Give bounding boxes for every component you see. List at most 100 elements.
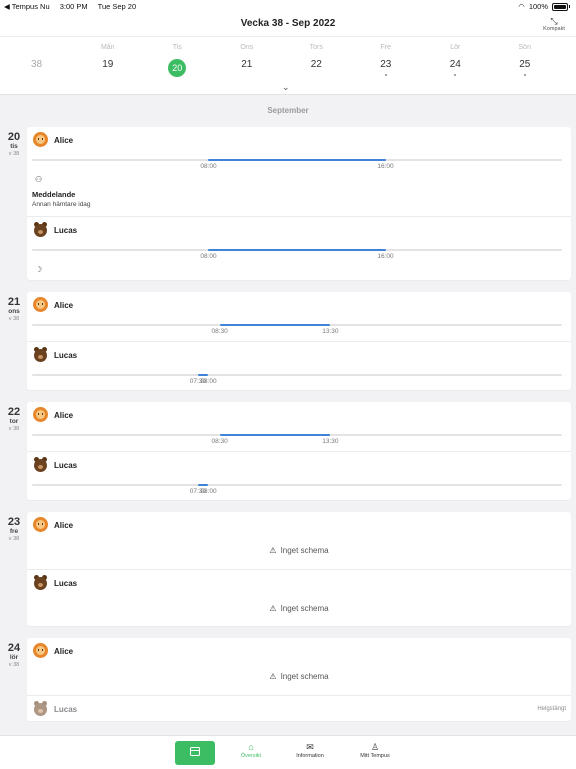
no-schedule-text: Inget schema [280, 546, 329, 555]
weekday-name: fre [9, 528, 19, 535]
night-icon: ☽ [35, 265, 43, 274]
day-number: 23 [380, 59, 392, 70]
calendar-button[interactable] [175, 741, 215, 765]
child-row[interactable]: Alice ⚠ Inget schema [27, 638, 571, 695]
tab-label: Information [296, 753, 324, 759]
event-dot [454, 74, 457, 76]
no-schedule-notice: ⚠ Inget schema [27, 604, 571, 613]
battery-icon [552, 2, 568, 11]
no-schedule-text: Inget schema [280, 604, 329, 613]
child-row[interactable]: Alice 08:00 16:00 ⚇ Meddelande Annan hämtare … [27, 127, 571, 216]
day-label: 22 tor v 38 [4, 406, 24, 433]
child-name: Alice [54, 521, 74, 530]
child-name: Lucas [54, 226, 78, 235]
tab-label: Mitt Tempus [360, 753, 390, 759]
day-name: Lör [450, 44, 461, 51]
bear-avatar-icon [33, 347, 48, 364]
schedule-bar [208, 159, 386, 161]
bear-avatar-icon [33, 222, 48, 239]
weekday-name: lör [9, 654, 19, 661]
day-number: 24 [7, 642, 21, 654]
schedule-track [32, 159, 562, 161]
start-time: 08:00 [200, 253, 217, 260]
day-cell[interactable]: Ons 21 [212, 44, 282, 77]
child-row[interactable]: Lucas Helgstängt [27, 695, 571, 722]
schedule-track [32, 374, 562, 376]
child-name: Alice [54, 136, 74, 145]
compress-icon: ⤡ [550, 16, 558, 26]
day-number: 19 [102, 59, 114, 70]
end-time: 13:30 [322, 328, 339, 335]
week-day-strip: 38 Mån 19 Tis 20 Ons 21 Tors 22 Fre 23 Lör 24 Sön 25 [0, 44, 576, 77]
day-name: Tors [309, 44, 323, 51]
schedule-bar [219, 324, 331, 326]
day-label: 21 ons v 38 [4, 296, 24, 323]
day-name: Sön [518, 44, 531, 51]
day-cell[interactable]: Mån 19 [73, 44, 143, 77]
start-time: 08:30 [211, 438, 228, 445]
inbox-icon: ✉ [306, 742, 314, 752]
day-cell[interactable]: Lör 24 [421, 44, 491, 77]
start-time: 07:30 [189, 378, 207, 385]
weekday-name: tor [9, 418, 19, 425]
child-row[interactable]: Lucas 07:30 08:00 [27, 451, 571, 501]
child-row[interactable]: Lucas 07:30 08:00 [27, 341, 571, 391]
tab-mitt-tempus[interactable]: ♙ Mitt Tempus [350, 742, 400, 759]
child-row[interactable]: Alice ⚠ Inget schema [27, 512, 571, 569]
weekday-name: ons [8, 308, 20, 315]
child-name: Alice [54, 301, 74, 310]
child-row[interactable]: Lucas 08:00 16:00 ☽ [27, 216, 571, 281]
calendar-icon [190, 747, 200, 756]
child-name: Alice [54, 411, 74, 420]
tab-oversikt[interactable]: ⌂ Översikt [226, 742, 276, 759]
day-cell[interactable]: Tors 22 [282, 44, 352, 77]
start-time: 07:30 [189, 488, 207, 495]
day-name: Fre [380, 44, 392, 51]
week-number: v 38 [8, 151, 20, 157]
month-label: September [267, 106, 309, 115]
warning-icon: ⚠ [269, 604, 277, 613]
day-number: 25 [519, 59, 531, 70]
day-cell[interactable]: 38 [0, 44, 73, 77]
day-name [0, 44, 73, 54]
day-number: 22 [7, 406, 21, 418]
day-number: 21 [241, 59, 253, 70]
status-bar: ◀ Tempus Nu 3:00 PM Tue Sep 20 ◠ 100% [0, 0, 576, 12]
event-dot [384, 74, 387, 76]
day-cell[interactable]: Tis 20 [143, 44, 213, 77]
tab-information[interactable]: ✉ Information [285, 742, 335, 759]
day-cell[interactable]: Sön 25 [490, 44, 560, 77]
day-card: Alice ⚠ Inget schema Lucas Helgstängt [27, 638, 571, 721]
day-label: 24 lör v 38 [4, 642, 24, 669]
warning-icon: ⚠ [269, 546, 277, 555]
child-row[interactable]: Lucas ⚠ Inget schema [27, 569, 571, 627]
day-cell[interactable]: Fre 23 [351, 44, 421, 77]
lion-avatar-icon [33, 407, 48, 424]
child-name: Lucas [54, 705, 78, 714]
week-header: Vecka 38 - Sep 2022 ⤡ Kompakt 38 Mån 19 Tis… [0, 12, 576, 95]
schedule-bar [197, 374, 209, 376]
day-name: Ons [240, 44, 254, 51]
start-time: 08:00 [200, 163, 217, 170]
wifi-icon: ◠ [518, 2, 525, 11]
schedule-track [32, 484, 562, 486]
end-time: 13:30 [322, 438, 339, 445]
bear-avatar-icon [33, 457, 48, 474]
schedule-bar [219, 434, 331, 436]
selected-day-number: 20 [168, 59, 187, 77]
chevron-down-icon[interactable]: ⌄ [282, 82, 290, 92]
day-card: Alice ⚠ Inget schema Lucas ⚠ Inget schema [27, 512, 571, 626]
status-time: 3:00 PM [59, 2, 88, 11]
child-row[interactable]: Alice 08:30 13:30 [27, 402, 571, 451]
child-name: Lucas [54, 579, 78, 588]
person-icon: ♙ [370, 742, 380, 752]
week-title: Vecka 38 - Sep 2022 [240, 18, 336, 29]
back-to-app-link[interactable]: ◀ Tempus Nu [4, 2, 50, 11]
end-time: 16:00 [377, 253, 394, 260]
pickup-person-icon: ⚇ [35, 175, 43, 184]
tab-bar: ⌂ Översikt ✉ Information ♙ Mitt Tempus [0, 735, 576, 769]
compact-button[interactable]: ⤡ Kompakt [541, 16, 567, 32]
child-row[interactable]: Alice 08:30 13:30 [27, 292, 571, 341]
day-number: 38 [30, 59, 43, 70]
no-schedule-notice: ⚠ Inget schema [27, 672, 571, 681]
